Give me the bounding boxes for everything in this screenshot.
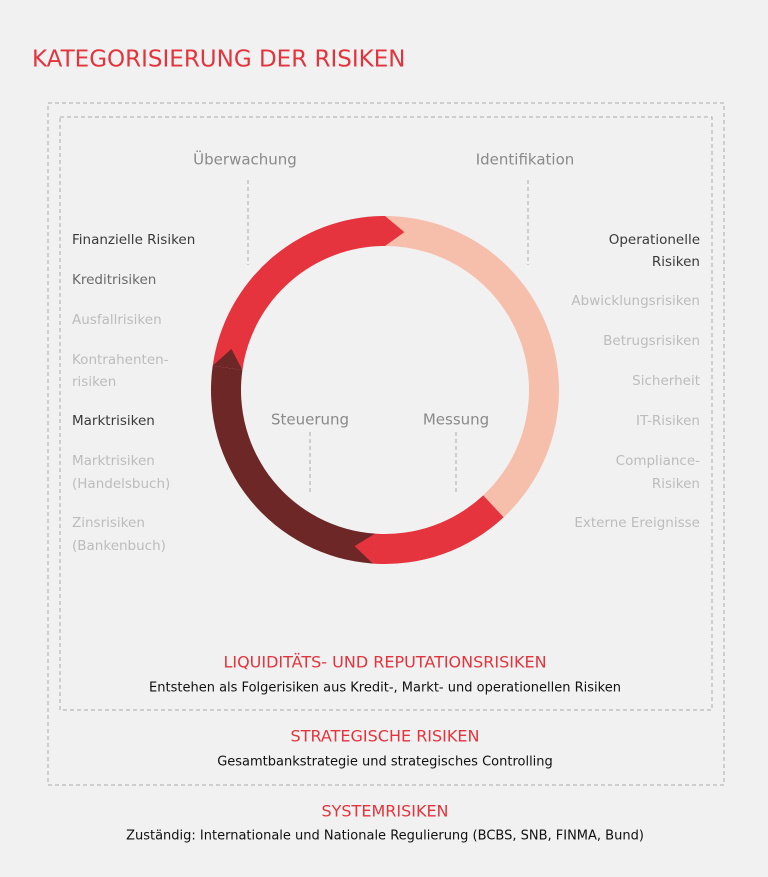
inner-box <box>59 116 713 711</box>
list-item: Risiken <box>652 254 700 270</box>
list-item: Kontrahenten- <box>72 352 169 368</box>
layer-text: Entstehen als Folgerisiken aus Kredit-, … <box>149 681 621 696</box>
layer-text: Gesamtbankstrategie und strategisches Co… <box>217 755 553 770</box>
ring-arrow <box>212 348 243 370</box>
layer-text: Zuständig: Internationale und Nationale … <box>126 829 644 844</box>
cycle-ring <box>210 216 559 564</box>
list-item: Risiken <box>652 476 700 492</box>
list-item: (Bankenbuch) <box>72 538 166 554</box>
outer-box <box>47 102 725 786</box>
list-item: Marktrisiken <box>72 453 155 469</box>
ring-arrow <box>354 533 375 564</box>
list-item: Abwicklungsrisiken <box>571 293 700 309</box>
list-item: Finanzielle Risiken <box>72 232 195 248</box>
list-item: (Handelsbuch) <box>72 476 170 492</box>
stage: Überwachung <box>193 150 297 169</box>
list-item: Marktrisiken <box>72 413 155 429</box>
list-item: Betrugsrisiken <box>603 333 700 349</box>
stage: Identifikation <box>476 151 575 169</box>
list-item: Ausfallrisiken <box>72 312 162 328</box>
stage: Steuerung <box>271 411 349 429</box>
layer-title: STRATEGISCHE RISIKEN <box>291 727 480 746</box>
stage: Messung <box>423 411 489 429</box>
ring-arrow <box>385 216 405 246</box>
list-item: Operationelle <box>609 232 700 248</box>
ring-segment <box>385 216 559 518</box>
layer-title: LIQUIDITÄTS- UND REPUTATIONSRISIKEN <box>223 653 546 672</box>
list-item: Kreditrisiken <box>72 272 156 288</box>
ring-arrow <box>493 482 519 507</box>
list-item: Zinsrisiken <box>72 515 145 531</box>
title: KATEGORISIERUNG DER RISIKEN <box>32 47 405 73</box>
list-item: Compliance- <box>616 453 700 469</box>
layer-title: SYSTEMRISIKEN <box>321 802 448 821</box>
list-item: IT-Risiken <box>636 413 700 429</box>
ring-segment <box>372 495 504 564</box>
list-item: risiken <box>72 374 116 390</box>
list-item: Externe Ereignisse <box>574 515 700 531</box>
list-item: Sicherheit <box>632 373 700 389</box>
